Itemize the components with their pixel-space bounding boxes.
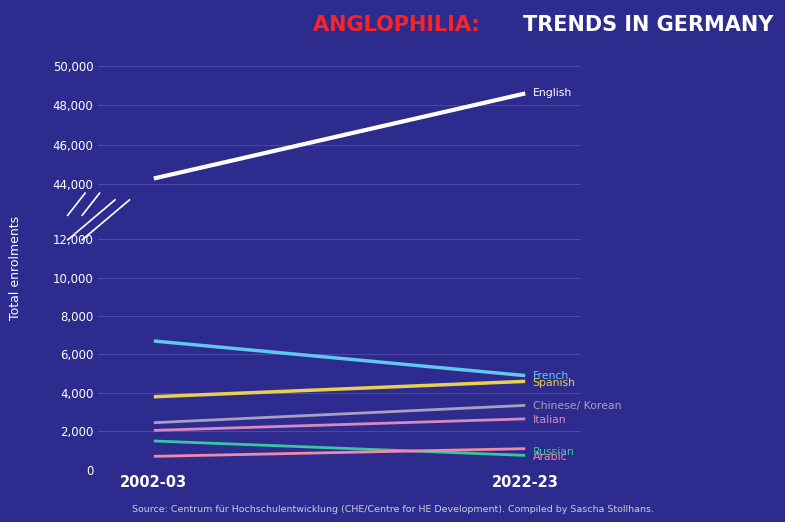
Text: Russian: Russian: [532, 447, 575, 457]
Text: Total enrolments: Total enrolments: [9, 216, 22, 320]
Text: Chinese/ Korean: Chinese/ Korean: [532, 401, 621, 411]
Text: Italian: Italian: [532, 415, 566, 425]
Text: English: English: [532, 88, 571, 99]
Text: French: French: [532, 371, 569, 381]
Text: Arabic: Arabic: [532, 452, 568, 462]
Text: ANGLOPHILIA:: ANGLOPHILIA:: [313, 15, 487, 35]
Text: Source: Centrum für Hochschulentwicklung (CHE/Centre for HE Development). Compil: Source: Centrum für Hochschulentwicklung…: [132, 505, 653, 514]
Text: Spanish: Spanish: [532, 378, 575, 388]
Text: TRENDS IN GERMANY: TRENDS IN GERMANY: [523, 15, 773, 35]
